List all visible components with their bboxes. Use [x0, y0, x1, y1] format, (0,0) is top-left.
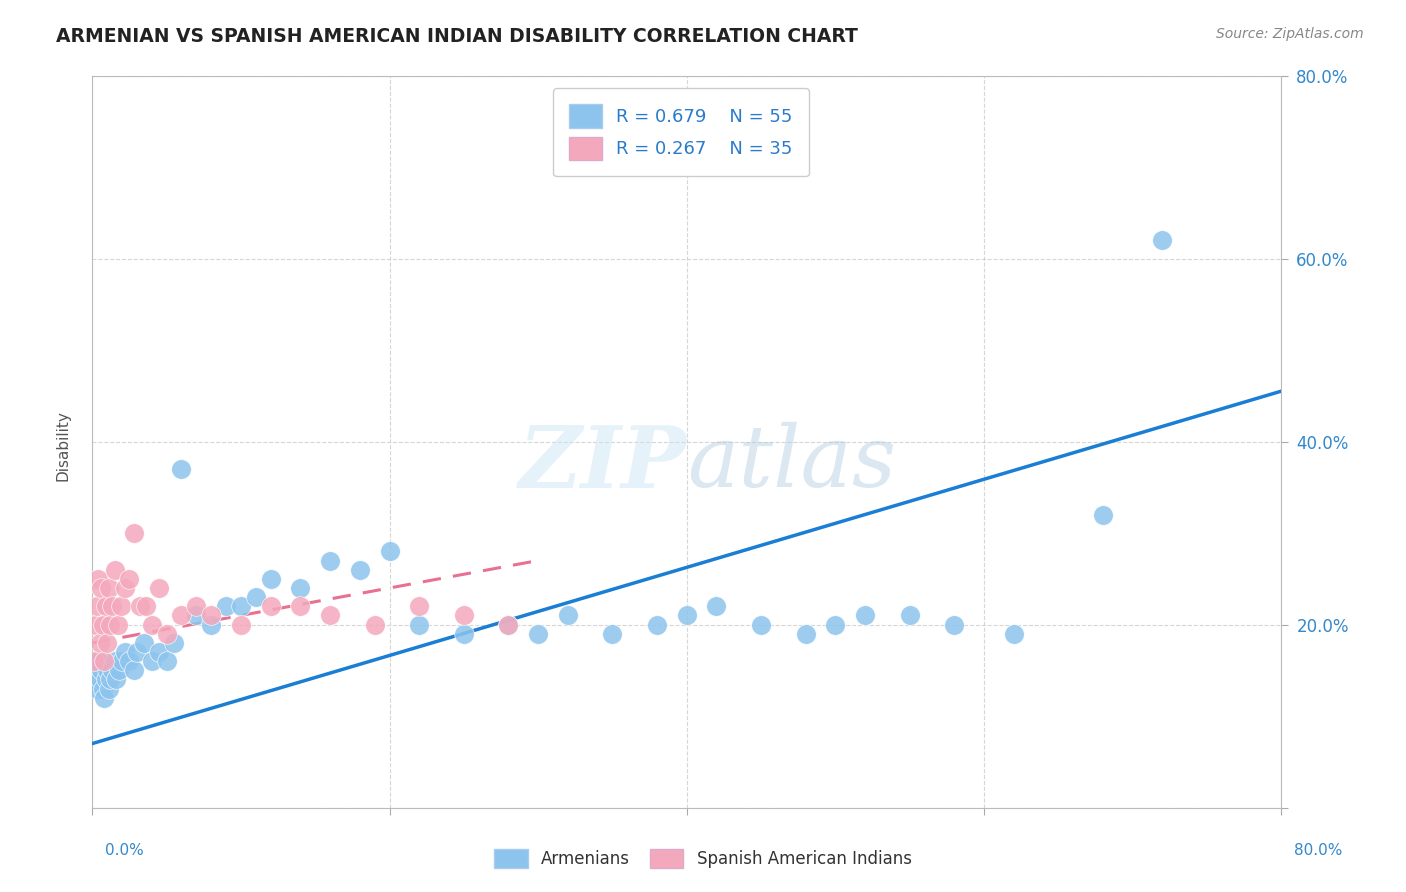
Point: [498, 617, 520, 632]
Legend: Armenians, Spanish American Indians: Armenians, Spanish American Indians: [488, 842, 918, 875]
Text: 80.0%: 80.0%: [1295, 843, 1343, 858]
Text: Disability: Disability: [56, 410, 70, 482]
Point: [245, 590, 267, 604]
Point: [114, 645, 136, 659]
Point: [94, 599, 117, 614]
Point: [290, 581, 312, 595]
Point: [527, 626, 550, 640]
Point: [118, 572, 141, 586]
Point: [645, 617, 668, 632]
Point: [98, 617, 121, 632]
Text: 0.0%: 0.0%: [105, 843, 145, 858]
Point: [215, 599, 238, 614]
Point: [408, 617, 430, 632]
Point: [86, 681, 108, 696]
Point: [104, 563, 127, 577]
Point: [319, 553, 342, 567]
Text: Source: ZipAtlas.com: Source: ZipAtlas.com: [1216, 27, 1364, 41]
Point: [83, 654, 105, 668]
Point: [1091, 508, 1114, 522]
Point: [118, 654, 141, 668]
Text: ARMENIAN VS SPANISH AMERICAN INDIAN DISABILITY CORRELATION CHART: ARMENIAN VS SPANISH AMERICAN INDIAN DISA…: [56, 27, 858, 45]
Text: atlas: atlas: [686, 422, 896, 505]
Point: [453, 626, 475, 640]
Point: [125, 645, 148, 659]
Point: [557, 608, 579, 623]
Point: [378, 544, 401, 558]
Point: [105, 673, 128, 687]
Point: [200, 608, 222, 623]
Point: [97, 581, 120, 595]
Point: [122, 526, 145, 541]
Point: [170, 608, 193, 623]
Legend: R = 0.679    N = 55, R = 0.267    N = 35: R = 0.679 N = 55, R = 0.267 N = 35: [553, 88, 808, 176]
Point: [498, 617, 520, 632]
Point: [87, 654, 110, 668]
Point: [83, 673, 105, 687]
Point: [148, 581, 170, 595]
Point: [134, 636, 156, 650]
Point: [86, 599, 108, 614]
Point: [96, 664, 118, 678]
Point: [98, 673, 121, 687]
Point: [349, 563, 371, 577]
Point: [148, 645, 170, 659]
Point: [91, 617, 114, 632]
Point: [107, 617, 129, 632]
Point: [97, 681, 120, 696]
Point: [89, 673, 111, 687]
Point: [749, 617, 772, 632]
Point: [104, 654, 127, 668]
Point: [93, 690, 115, 705]
Point: [319, 608, 342, 623]
Point: [259, 572, 281, 586]
Point: [363, 617, 385, 632]
Point: [453, 608, 475, 623]
Point: [259, 599, 281, 614]
Point: [100, 664, 122, 678]
Point: [794, 626, 817, 640]
Point: [408, 599, 430, 614]
Point: [824, 617, 846, 632]
Point: [141, 617, 163, 632]
Point: [93, 654, 115, 668]
Point: [141, 654, 163, 668]
Point: [1152, 233, 1174, 247]
Point: [128, 599, 150, 614]
Point: [90, 664, 112, 678]
Point: [200, 617, 222, 632]
Point: [170, 462, 193, 476]
Point: [156, 626, 179, 640]
Point: [96, 636, 118, 650]
Point: [94, 673, 117, 687]
Point: [943, 617, 966, 632]
Point: [186, 599, 208, 614]
Point: [602, 626, 624, 640]
Point: [229, 617, 252, 632]
Point: [90, 581, 112, 595]
Point: [114, 581, 136, 595]
Point: [135, 599, 157, 614]
Point: [108, 664, 131, 678]
Point: [110, 599, 132, 614]
Point: [1002, 626, 1025, 640]
Point: [84, 617, 107, 632]
Point: [156, 654, 179, 668]
Point: [229, 599, 252, 614]
Text: ZIP: ZIP: [519, 422, 686, 505]
Point: [91, 681, 114, 696]
Point: [89, 636, 111, 650]
Point: [186, 608, 208, 623]
Point: [100, 599, 122, 614]
Point: [87, 572, 110, 586]
Point: [675, 608, 697, 623]
Point: [122, 664, 145, 678]
Point: [163, 636, 186, 650]
Point: [706, 599, 728, 614]
Point: [84, 664, 107, 678]
Point: [898, 608, 921, 623]
Point: [111, 654, 134, 668]
Point: [290, 599, 312, 614]
Point: [853, 608, 876, 623]
